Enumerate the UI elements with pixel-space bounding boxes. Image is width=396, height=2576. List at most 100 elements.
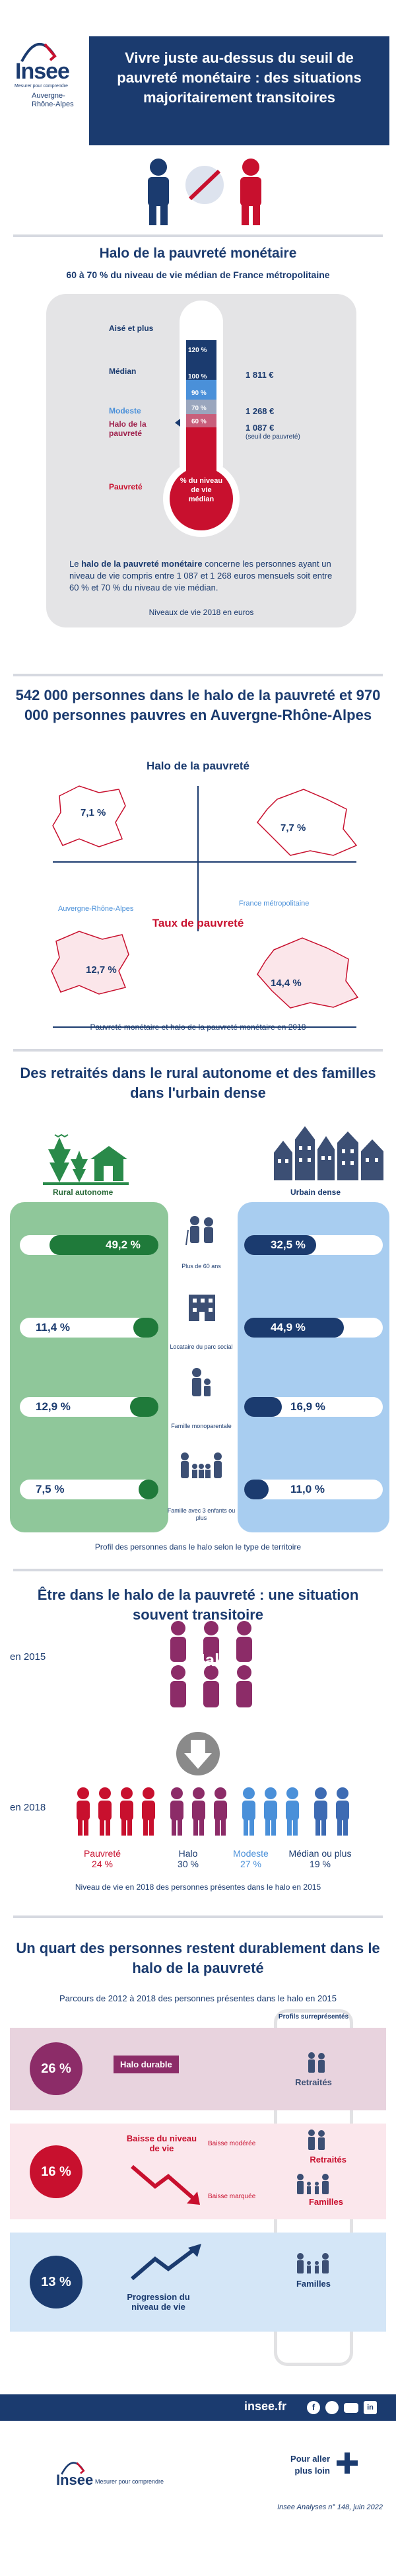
level-aise: Aisé et plus [109,324,154,333]
legend-item: Médian ou plus 19 % [284,1848,356,1869]
maps-halo-label: Halo de la pauvreté [147,760,249,772]
profile-decline-1: Retraités [310,2155,346,2165]
halo-title: Halo de la pauvreté monétaire [99,246,297,261]
urban-value: 32,5 % [271,1238,306,1251]
more-line1[interactable]: Pour aller [290,2454,330,2464]
halo-people-cluster [170,1621,252,1707]
territory-title: Des retraités dans le rural autonome et … [20,1065,376,1101]
rural-bar: 12,9 % [20,1397,158,1417]
person-icon [336,1787,349,1836]
header-title-box: Vivre juste au-dessus du seuil de pauvre… [89,36,389,145]
halo-fr-value: 7,7 % [280,822,306,834]
profile-decline-2: Familles [308,2197,343,2207]
level-pauvrete: Pauvreté [109,482,143,491]
france-map-shape [257,789,358,856]
rural-bar: 11,4 % [20,1318,158,1338]
urban-illustration [274,1126,383,1180]
footer-logo-tagline: Mesurer pour comprendre [95,2478,164,2485]
person-icon [286,1787,299,1836]
legend-label: Modeste [233,1848,269,1859]
divider [13,1569,383,1571]
divider [13,234,383,237]
plus-icon[interactable] [337,2452,358,2474]
profile-progress: Familles [296,2279,331,2289]
rural-label: Rural autonome [53,1188,114,1197]
category-label: Famille monoparentale [171,1423,232,1429]
people-row-2018 [77,1787,349,1836]
urban-label: Urbain dense [290,1188,341,1197]
retirees-icon [308,2052,325,2073]
urban-value: 44,9 % [271,1321,306,1334]
linkedin-icon[interactable]: in [364,2401,377,2414]
urban-bar-fill [244,1318,344,1338]
page-title: Vivre juste au-dessus du seuil de pauvre… [117,50,362,106]
pov-fr-value: 14,4 % [271,978,302,989]
tube-mark-120: 120 % [188,347,207,354]
profile-durable: Retraités [295,2077,332,2087]
rural-bar: 7,5 % [20,1480,158,1499]
transit-caption: Niveau de vie en 2018 des personnes prés… [75,1882,321,1892]
maps-title: 542 000 personnes dans le halo de la pau… [15,687,381,723]
label-progress: Progression du niveau de vie [127,2292,190,2312]
person-icon [170,1787,183,1836]
sub-moderate: Baisse modérée [208,2140,256,2147]
urban-bar: 44,9 % [244,1318,383,1338]
seniors-icon [185,1216,213,1246]
amount-note: (seuil de pauvreté) [246,433,300,441]
pct-circle-decline: 16 % [30,2145,82,2198]
label-decline: Baisse du niveau de vie [126,2133,197,2153]
urban-bar: 11,0 % [244,1480,383,1499]
rural-bar-fill [133,1318,158,1338]
urban-bar-fill [244,1235,316,1255]
sub-marked: Baisse marquée [208,2193,256,2200]
legend-label: Pauvreté [83,1848,121,1859]
bulb-text: % du niveau de vie médian [180,477,223,503]
person-icon [120,1787,133,1836]
insee-logo: Insee Mesurer pour comprendre Auvergne- … [5,36,84,108]
urban-bar: 32,5 % [244,1235,383,1255]
rural-bar-fill [139,1480,158,1499]
legend-value: 19 % [310,1859,331,1869]
twitter-icon[interactable] [325,2401,339,2414]
person-icon [242,1787,255,1836]
social-housing-icon [189,1295,215,1321]
progress-arrow-icon [131,2244,201,2281]
paths-subtitle: Parcours de 2012 à 2018 des personnes pr… [59,1993,337,2003]
maps-graphic [51,785,359,1028]
rural-panel [10,1202,168,1532]
territory-caption: Profil des personnes dans le halo selon … [94,1542,302,1552]
person-icon [192,1787,205,1836]
legend-value: 27 % [240,1859,261,1869]
tube-mark-60: 60 % [191,418,207,425]
facebook-icon[interactable]: f [307,2401,320,2414]
maps-pov-label: Taux de pauvreté [152,917,244,929]
retirees-icon [308,2129,325,2150]
category-label: Plus de 60 ans [182,1263,221,1270]
rural-value: 7,5 % [36,1483,65,1495]
person-icon [98,1787,112,1836]
amount-1268: 1 268 € [246,406,275,416]
level-halo: Halo de la pauvreté [109,419,147,438]
amount-1087: 1 087 € [246,423,275,433]
level-modeste: Modeste [109,406,141,415]
thermometer-graphic [163,301,240,537]
desc-bold: halo de la pauvreté monétaire [81,559,203,569]
year-start: en 2015 [10,1651,46,1663]
rural-value: 12,9 % [36,1400,71,1413]
youtube-icon[interactable] [344,2403,358,2413]
site-link[interactable]: insee.fr [244,2400,287,2413]
paths-title: Un quart des personnes restent durableme… [16,1940,380,1976]
legend-label: Halo [178,1848,198,1859]
urban-bar-fill [244,1397,282,1417]
logo-word: Insee [15,59,70,84]
legend-item: Halo 30 % [152,1848,224,1869]
more-line2[interactable]: plus loin [294,2466,330,2476]
header: Insee Mesurer pour comprendre Auvergne- … [0,0,396,225]
person-icon [142,1787,155,1836]
legend-label: Médian ou plus [288,1848,352,1859]
down-arrow-icon [176,1732,220,1775]
transit-title: Être dans le halo de la pauvreté : une s… [37,1587,359,1623]
pov-ara-value: 12,7 % [86,964,117,976]
maps-caption: Pauvreté monétaire et halo de la pauvret… [90,1022,306,1032]
legend-value: 30 % [178,1859,199,1869]
